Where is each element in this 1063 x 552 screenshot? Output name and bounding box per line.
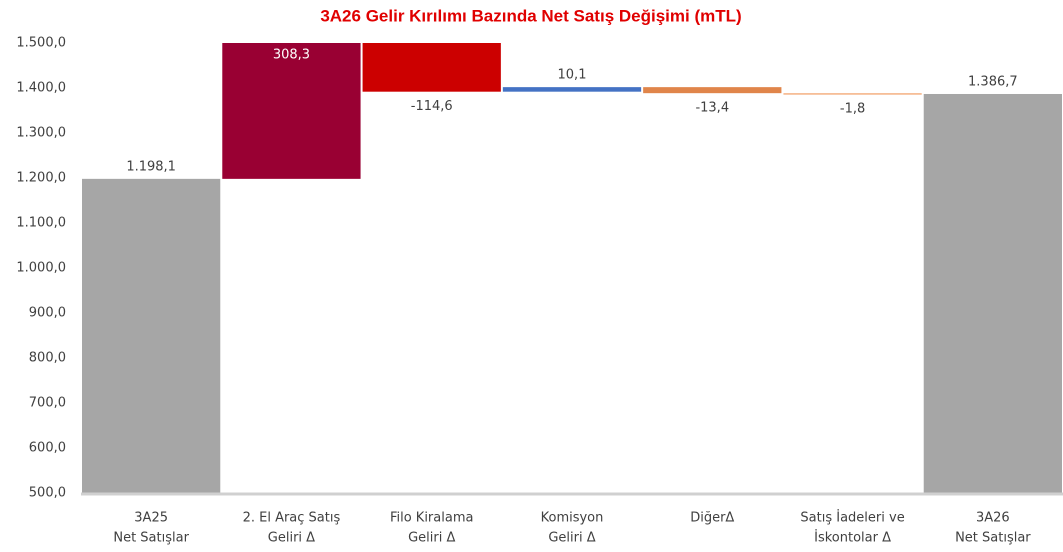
x-tick-label: 2. El Araç Satış	[243, 511, 341, 526]
x-tick-label: Geliri Δ	[268, 531, 315, 546]
x-tick-label: Geliri Δ	[548, 531, 595, 546]
value-label: 1.386,7	[968, 74, 1018, 89]
value-label: -13,4	[695, 101, 729, 116]
y-tick-label: 1.300,0	[16, 126, 66, 141]
y-tick-label: 800,0	[29, 351, 66, 366]
x-tick-label: Net Satışlar	[113, 531, 189, 546]
chart-title: 3A26 Gelir Kırılımı Bazında Net Satış De…	[320, 6, 741, 25]
x-tick-label: Filo Kiralama	[390, 511, 474, 526]
y-tick-label: 500,0	[29, 486, 66, 501]
plot-area	[82, 43, 1062, 494]
value-label: -1,8	[840, 101, 865, 116]
y-tick-label: 1.100,0	[16, 216, 66, 231]
x-tick-label: Net Satışlar	[955, 531, 1031, 546]
value-label: 1.198,1	[126, 159, 176, 174]
x-tick-label: İskontolar Δ	[814, 530, 891, 546]
value-label: 308,3	[273, 48, 310, 63]
bar	[502, 87, 642, 92]
x-tick-label: 3A25	[134, 511, 168, 526]
y-tick-label: 900,0	[29, 306, 66, 321]
x-tick-label: 3A26	[976, 511, 1010, 526]
y-tick-label: 1.000,0	[16, 261, 66, 276]
bar	[362, 43, 501, 92]
y-tick-label: 1.400,0	[16, 81, 66, 96]
x-tick-label: Satış İadeleri ve	[800, 510, 904, 526]
y-tick-label: 600,0	[29, 441, 66, 456]
bar	[783, 93, 922, 95]
x-tick-label: Geliri Δ	[408, 531, 455, 546]
x-tick-label: Komisyon	[541, 511, 604, 526]
y-tick-label: 1.200,0	[16, 171, 66, 186]
bar	[643, 87, 782, 94]
y-tick-label: 1.500,0	[16, 36, 66, 51]
bar	[923, 93, 1062, 494]
y-tick-label: 700,0	[29, 396, 66, 411]
value-label: -114,6	[411, 99, 453, 114]
x-tick-label: DiğerΔ	[690, 511, 734, 526]
bar	[82, 178, 221, 494]
bar	[222, 43, 361, 179]
value-label: 10,1	[558, 68, 587, 83]
